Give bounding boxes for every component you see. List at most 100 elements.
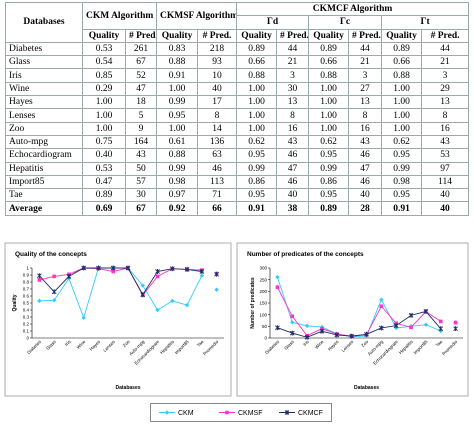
point: [170, 298, 175, 304]
x-tick-label: Iris: [302, 339, 310, 347]
series-line: [277, 310, 442, 338]
point: [275, 274, 280, 280]
y-tick-label: 200: [259, 289, 267, 294]
point: [37, 278, 42, 282]
point: [320, 326, 324, 331]
point: [438, 319, 443, 324]
charts: Quality of the concepts 0 0.1 0.2 0.3 0.4 0.5 0…: [4, 242, 469, 397]
point: [290, 314, 295, 319]
point: [140, 283, 145, 288]
point: [409, 325, 413, 330]
point: [334, 332, 340, 338]
cell: 66: [197, 201, 238, 216]
table-row: Echocardiogram 0.40 43 0.88 63 0.95 46 0.95 46 0.…: [5, 148, 470, 163]
x-tick-label: Wine: [76, 339, 87, 350]
point: [225, 410, 229, 415]
y-tick-label: 0.8: [23, 280, 30, 285]
cell: 52: [124, 68, 158, 83]
point: [364, 331, 369, 337]
table-row: Glass 0.54 67 0.88 93 0.66 21 0.66 21 0.66 21: [5, 55, 470, 70]
x-tick-label: Tae: [196, 339, 205, 348]
point: [423, 322, 429, 327]
row-label: Average: [5, 201, 83, 216]
table-row: Diabetes 0.53 261 0.83 218 0.89 44 0.89 44 0.89 44: [5, 41, 470, 57]
y-tick-label: 50: [262, 324, 268, 329]
y-axis-label: Quality: [12, 294, 18, 311]
y-tick-label: 0.5: [23, 301, 30, 306]
y-tick-label: 0: [264, 336, 267, 341]
point: [96, 265, 101, 271]
y-tick-label: 0: [26, 336, 29, 341]
y-tick-label: 0.4: [23, 308, 30, 313]
point: [275, 325, 280, 331]
chart-frame: [236, 242, 469, 397]
point: [408, 312, 414, 318]
cell: 57: [124, 174, 158, 190]
y-tick-label: 250: [259, 277, 267, 282]
sub-header: Quality: [82, 28, 126, 43]
point: [378, 325, 384, 331]
x-tick-label: Tae: [435, 339, 444, 348]
table-row: Average 0.69 67 0.92 66 0.91 38 0.89 28 0.91 40: [5, 201, 470, 216]
chart-title: Quality of the concepts: [15, 251, 87, 258]
cell: 261: [124, 41, 158, 57]
y-tick-label: 0.6: [23, 294, 30, 299]
point: [140, 292, 146, 298]
point: [81, 315, 86, 320]
cell: 67: [124, 201, 158, 216]
y-tick-label: 300: [259, 266, 267, 271]
sub-header: # Pred.: [124, 28, 158, 43]
chart-title: Number of predicates of the concepts: [247, 251, 364, 258]
cell: 9: [124, 121, 158, 136]
y-tick-label: 0.7: [23, 287, 30, 292]
table-row: Import85 0.47 57 0.98 113 0.86 46 0.86 46 0.98 114: [5, 174, 470, 190]
point: [111, 269, 116, 274]
point: [155, 269, 160, 274]
sub-header: # Pred.: [348, 28, 383, 43]
sub-header: # Pred.: [421, 28, 470, 43]
point: [214, 287, 219, 292]
x-tick-label: Zoo: [360, 339, 369, 348]
cell: 44: [276, 41, 310, 57]
point: [379, 304, 384, 309]
series-line: [39, 267, 202, 296]
cell: 53: [421, 148, 470, 163]
point: [438, 326, 444, 332]
series-line: [276, 276, 441, 338]
point: [304, 323, 310, 329]
point: [379, 297, 384, 302]
point: [199, 273, 205, 278]
point: [275, 285, 280, 289]
point: [304, 334, 310, 340]
point: [284, 410, 290, 415]
x-axis-label: Databases: [115, 385, 140, 391]
point: [199, 269, 205, 274]
y-tick-label: 0.3: [23, 315, 30, 320]
results-table: Databases CKM Algorithm CKMSF Algorithm …: [5, 1, 470, 216]
point: [66, 273, 72, 279]
point: [393, 323, 399, 329]
point: [290, 320, 295, 325]
y-tick-label: 100: [259, 312, 267, 317]
cell: 0.89: [381, 41, 423, 57]
legend-label: CKM: [178, 410, 194, 417]
point: [169, 266, 175, 272]
point: [155, 307, 160, 313]
x-tick-label: Iris: [64, 339, 72, 347]
point: [51, 289, 57, 295]
x-axis-label: Databases: [354, 385, 379, 391]
point: [155, 274, 160, 279]
legend-label: CKMCF: [298, 410, 323, 417]
point: [289, 330, 295, 336]
y-tick-label: 0.1: [23, 329, 30, 334]
point: [453, 320, 458, 325]
x-tick-label: Zoo: [122, 339, 131, 348]
cell: 30: [124, 188, 158, 203]
point: [125, 265, 131, 271]
point: [184, 302, 190, 308]
point: [52, 274, 56, 279]
point: [184, 266, 190, 272]
point: [164, 410, 170, 415]
point: [349, 333, 355, 339]
